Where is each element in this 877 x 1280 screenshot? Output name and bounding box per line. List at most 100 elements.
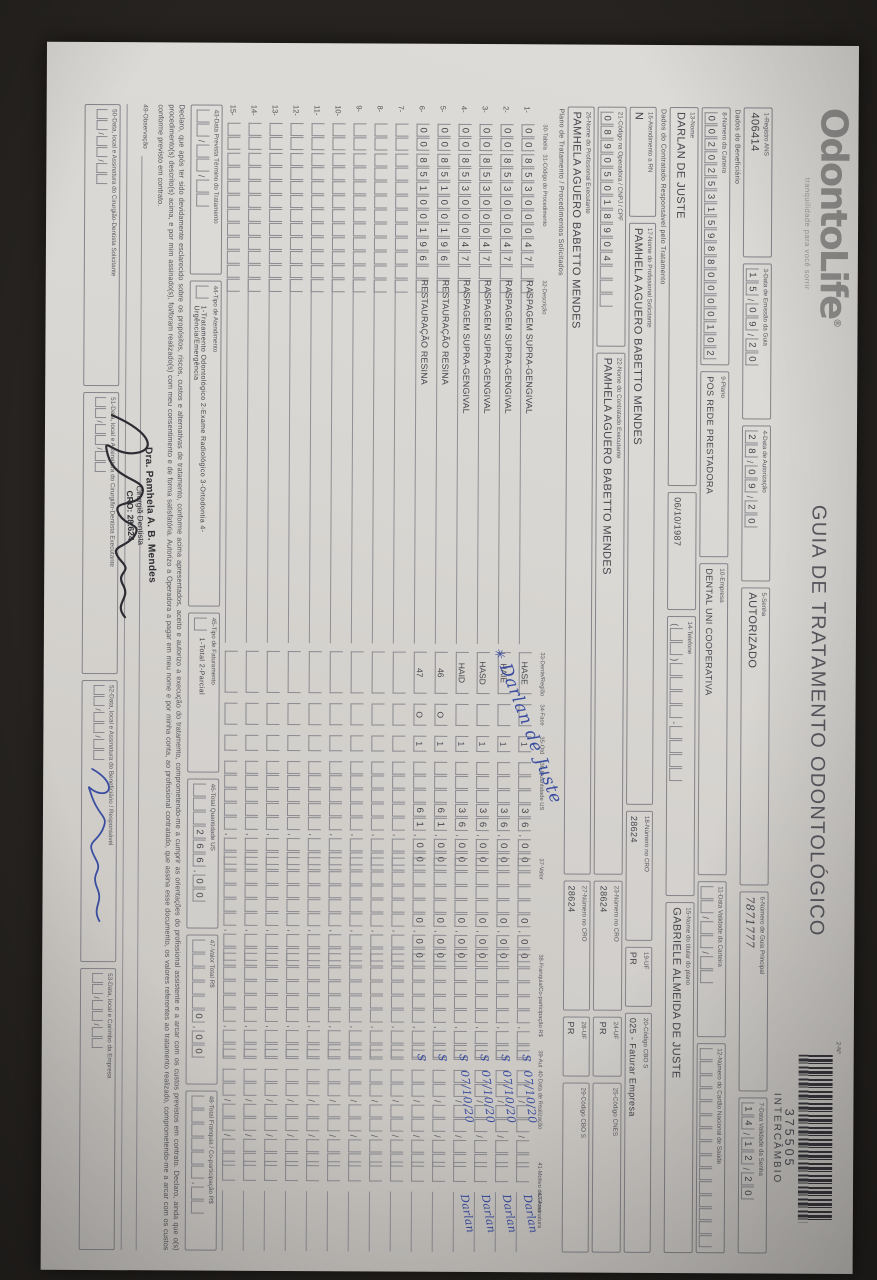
cell-sig	[430, 1191, 451, 1252]
comb-cell	[306, 995, 321, 1009]
comb-cell	[248, 152, 262, 166]
comb-cell: 6	[454, 817, 468, 831]
box-aut: S	[474, 1050, 491, 1062]
comb-cell	[434, 789, 448, 803]
box-face	[224, 702, 238, 725]
comb-cell	[196, 144, 210, 158]
cell-dente: 47	[412, 651, 433, 704]
comb-cell	[475, 872, 489, 886]
comb-cell	[453, 1139, 467, 1153]
comb-cell	[391, 981, 405, 995]
comb-cell	[454, 967, 468, 981]
comb-cell: 9	[600, 139, 614, 153]
underline-sig	[242, 1190, 257, 1251]
cell-sig	[409, 1191, 430, 1252]
comb-cell: 7	[520, 252, 534, 266]
comb-cell	[222, 1117, 236, 1131]
box-dente	[245, 650, 259, 693]
comb-cell	[391, 913, 405, 927]
comb-cell	[497, 762, 511, 776]
comb-cell: 0	[517, 839, 531, 853]
comb-cell: 0	[433, 934, 447, 948]
box-glosa	[516, 1162, 530, 1183]
comb-cell	[223, 952, 237, 966]
comb-cell	[243, 1068, 257, 1082]
field-cro-solicitante: 18-Número no CRO 28624	[625, 810, 653, 941]
comb-cell: 8	[521, 154, 535, 168]
comb-cell: 6	[436, 251, 450, 265]
comb-cell	[265, 952, 279, 966]
box-face	[392, 703, 406, 726]
comb-cell: 9	[703, 229, 718, 242]
cell-glosa	[262, 1160, 283, 1191]
page-title: GUIA DE TRATAMENTO ODONTOLÓGICO	[805, 504, 830, 937]
comb-cell	[222, 1138, 236, 1152]
comb-cell	[93, 723, 105, 734]
comb-cell	[311, 209, 325, 223]
box-glosa	[495, 1162, 509, 1183]
comb-us: ,	[223, 760, 238, 866]
comb-tabela	[311, 123, 325, 151]
comb-separator: ,	[307, 833, 318, 836]
box-qtd	[392, 735, 406, 752]
cell-valor: ,	[368, 857, 390, 962]
comb-cell: 2	[745, 338, 759, 352]
comb-cell	[224, 760, 238, 774]
comb-cell	[91, 1026, 103, 1038]
comb-cell	[248, 136, 262, 150]
comb-cell	[287, 775, 301, 789]
comb-cell	[286, 981, 300, 995]
comb-cell: 2	[704, 138, 718, 151]
comb-cell	[496, 968, 510, 982]
comb-cell: 0	[433, 838, 447, 852]
box-aut	[264, 1048, 278, 1059]
cell-glosa	[283, 1161, 304, 1191]
cell-face	[453, 703, 474, 736]
comb-separator: ,	[474, 1026, 485, 1029]
comb-us: ,	[349, 761, 364, 866]
comb-cell	[327, 1104, 341, 1118]
cell-sig	[241, 1190, 262, 1251]
cell-franquia: ,	[494, 954, 516, 1059]
cell-codigo	[267, 152, 289, 292]
comb-cell	[243, 1117, 257, 1131]
cell-codigo	[351, 153, 373, 293]
column-header-label: 31-Código do Procedimento	[541, 154, 548, 227]
underline-sig: Darlan	[452, 1191, 477, 1252]
comb-cell	[394, 223, 409, 237]
comb-cell	[352, 265, 366, 279]
comb-cell: 0	[412, 913, 426, 927]
comb-cell	[223, 802, 238, 816]
comb-cell	[369, 1030, 383, 1044]
cell-us: ,	[327, 761, 349, 866]
handwritten-aut: S	[414, 1053, 428, 1062]
comb-cell	[699, 1074, 713, 1088]
cell-dente	[391, 651, 412, 704]
comb-cell	[394, 237, 408, 251]
box-aut: S	[495, 1050, 512, 1062]
comb-cell	[223, 884, 237, 898]
comb-cell	[268, 250, 282, 264]
comb-separator: ,	[307, 929, 318, 932]
comb-cell	[700, 935, 714, 949]
comb-data: / /	[327, 1069, 341, 1167]
cell-face	[222, 702, 243, 735]
comb-separator: ,	[286, 833, 297, 836]
underline-descricao	[329, 279, 346, 644]
comb-separator: /	[432, 1135, 443, 1138]
comb-cell: 1	[436, 223, 451, 237]
box-qtd	[308, 735, 322, 752]
comb-cell	[371, 775, 385, 789]
box-dente	[266, 650, 280, 693]
comb-cell	[285, 1030, 299, 1044]
box-qtd	[350, 735, 364, 752]
cell-dente	[286, 651, 307, 703]
comb-cell	[327, 1009, 341, 1023]
cell-franquia: ,	[389, 953, 411, 1058]
comb-cell	[495, 1031, 509, 1045]
cell-franquia: ,	[452, 953, 474, 1058]
